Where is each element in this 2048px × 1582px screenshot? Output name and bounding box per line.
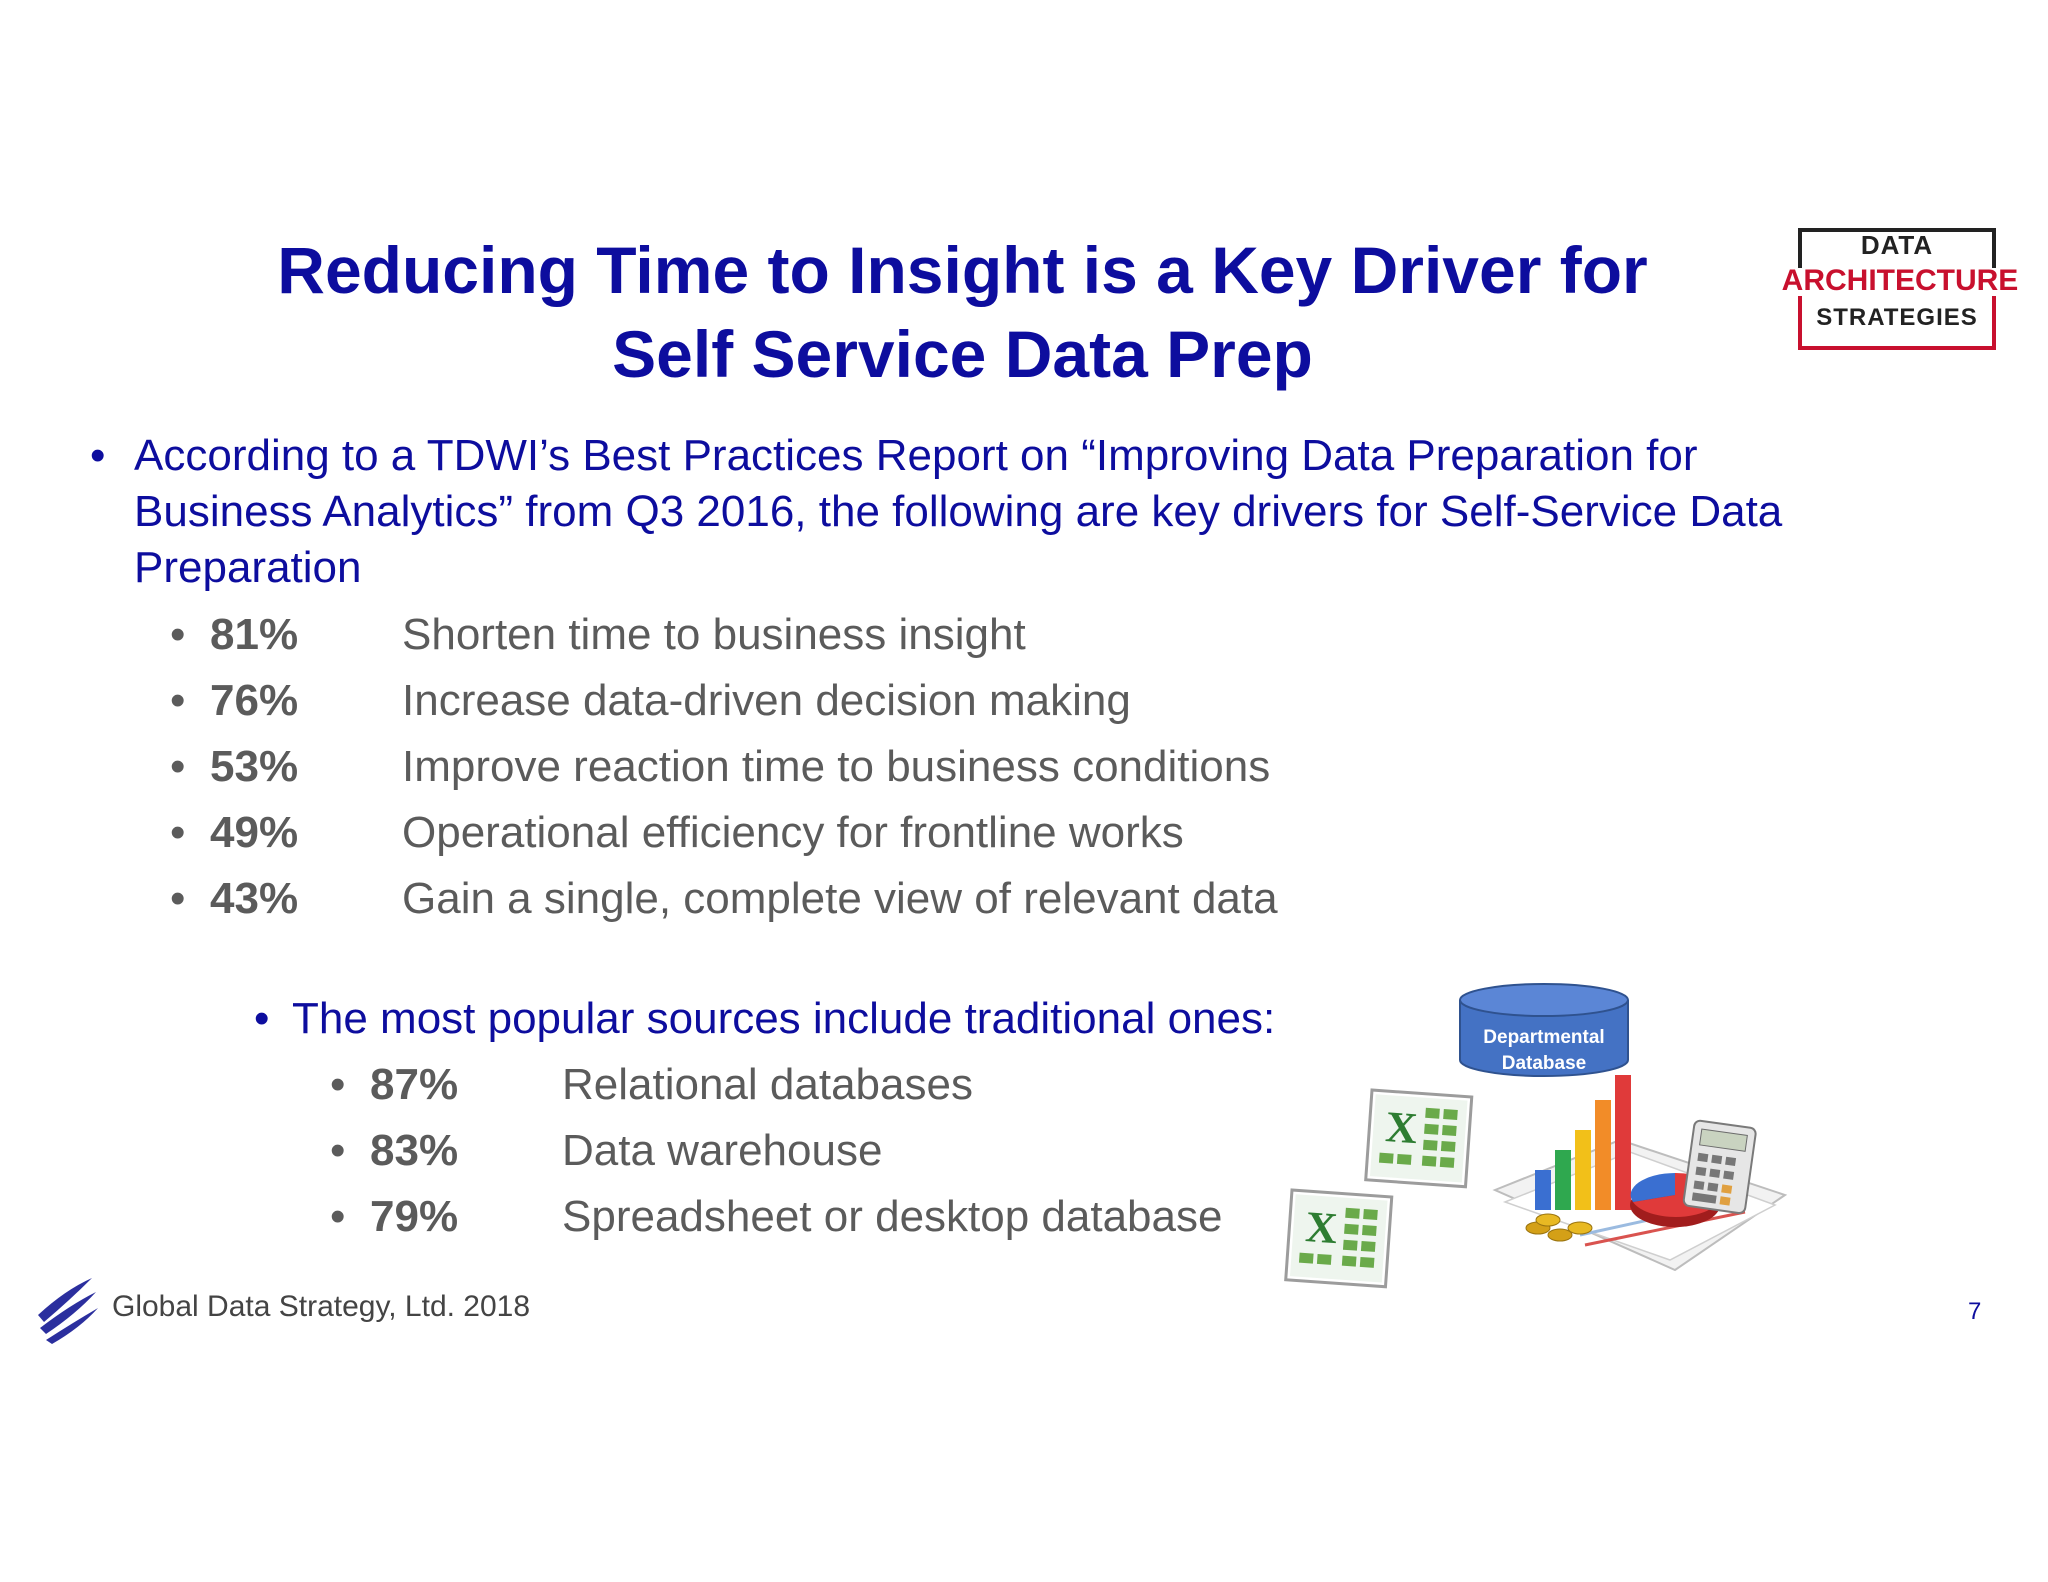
footer-text: Global Data Strategy, Ltd. 2018 xyxy=(112,1290,531,1323)
intro-bullet: • According to a TDWI’s Best Practices R… xyxy=(90,428,1810,596)
source-percent: 87% xyxy=(370,1060,459,1109)
driver-label: Increase data-driven decision making xyxy=(402,676,1131,725)
title-line-2: Self Service Data Prep xyxy=(612,317,1313,391)
bullet-marker: • xyxy=(254,994,270,1043)
bullet-marker: • xyxy=(330,1060,346,1109)
slide-title: Reducing Time to Insight is a Key Driver… xyxy=(170,228,1755,396)
logo-line-1: DATA xyxy=(1860,230,1934,260)
driver-percent: 43% xyxy=(210,874,299,923)
driver-percent: 49% xyxy=(210,808,299,857)
source-percent: 79% xyxy=(370,1192,459,1241)
driver-label: Improve reaction time to business condit… xyxy=(402,742,1271,791)
database-label-line-1: Departmental xyxy=(1483,1027,1604,1048)
source-label: Spreadsheet or desktop database xyxy=(562,1192,1223,1241)
intro-text: According to a TDWI’s Best Practices Rep… xyxy=(134,431,1783,592)
bullet-marker: • xyxy=(330,1126,346,1175)
database-icon: Departmental Database xyxy=(1459,983,1629,1077)
driver-percent: 81% xyxy=(210,610,299,659)
bullet-marker: • xyxy=(170,874,186,923)
coins-icon xyxy=(1525,1213,1593,1242)
data-architecture-strategies-logo: DATA ARCHITECTURE STRATEGIES xyxy=(1760,228,2040,350)
data-sources-illustration: Departmental Database X X xyxy=(1284,983,1788,1289)
logo-line-3: STRATEGIES xyxy=(1816,304,1978,331)
driver-percent: 53% xyxy=(210,742,299,791)
driver-label: Operational efficiency for frontline wor… xyxy=(402,808,1184,857)
sources-heading-text: The most popular sources include traditi… xyxy=(292,994,1276,1043)
bullet-marker: • xyxy=(170,676,186,725)
excel-letter: X xyxy=(1384,1102,1419,1153)
sources-heading: • The most popular sources include tradi… xyxy=(254,986,1275,1052)
page-number: 7 xyxy=(1968,1298,1982,1325)
driver-label: Gain a single, complete view of relevant… xyxy=(402,874,1278,923)
title-line-1: Reducing Time to Insight is a Key Driver… xyxy=(277,233,1648,307)
excel-icon: X xyxy=(1284,1188,1394,1289)
bullet-marker: • xyxy=(170,610,186,659)
bullet-marker: • xyxy=(170,742,186,791)
excel-icon: X xyxy=(1364,1088,1474,1189)
source-label: Data warehouse xyxy=(562,1126,883,1175)
database-label-line-2: Database xyxy=(1502,1053,1587,1074)
logo-frame-bottom xyxy=(1798,296,1996,350)
source-percent: 83% xyxy=(370,1126,459,1175)
driver-percent: 76% xyxy=(210,676,299,725)
global-data-strategy-logo xyxy=(38,1278,98,1344)
bullet-marker: • xyxy=(170,808,186,857)
driver-label: Shorten time to business insight xyxy=(402,610,1026,659)
calculator-icon xyxy=(1682,1119,1757,1215)
bullet-marker: • xyxy=(90,431,106,480)
bar-chart-icon xyxy=(1535,1075,1631,1210)
source-label: Relational databases xyxy=(562,1060,973,1109)
logo-line-2: ARCHITECTURE xyxy=(1781,264,2019,297)
logo-frame-top xyxy=(1798,228,1996,268)
excel-letter: X xyxy=(1304,1202,1339,1253)
bullet-marker: • xyxy=(330,1192,346,1241)
